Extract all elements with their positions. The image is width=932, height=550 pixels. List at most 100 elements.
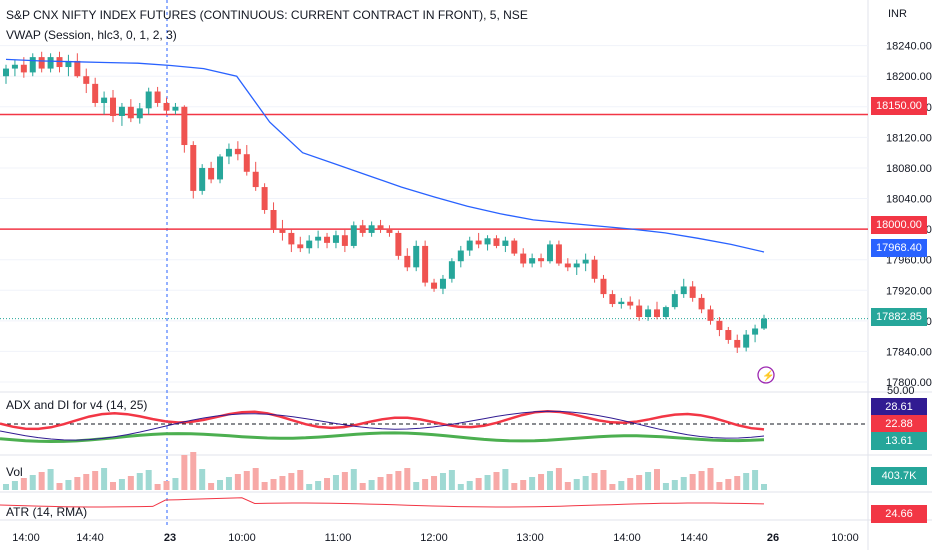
volume-bar: [431, 476, 438, 490]
volume-bar: [698, 471, 705, 490]
candle-body: [377, 225, 384, 230]
volume-legend[interactable]: Vol: [6, 465, 23, 479]
adx-legend[interactable]: ADX and DI for v4 (14, 25): [6, 398, 148, 412]
candle-body: [564, 263, 571, 268]
volume-bar: [662, 483, 669, 490]
candle-body: [163, 102, 170, 111]
candle-body: [743, 334, 750, 348]
volume-bar: [395, 471, 402, 490]
volume-bar: [350, 469, 357, 490]
adx-value-tag: 28.61: [871, 398, 927, 416]
volume-bar: [582, 476, 589, 490]
candle-body: [689, 286, 696, 298]
volume-bar: [208, 483, 215, 490]
volume-bar: [332, 475, 339, 490]
volume-bar: [154, 484, 161, 490]
hline-lower-tag[interactable]: 18000.00: [871, 216, 927, 234]
time-tick-label: 14:40: [76, 532, 104, 544]
candle-body: [636, 305, 643, 318]
candle-body: [653, 309, 660, 318]
volume-bar: [386, 474, 393, 490]
volume-bar: [341, 472, 348, 490]
candle-body: [208, 167, 215, 180]
minus-di-tag: 13.61: [871, 432, 927, 450]
candle-body: [74, 60, 81, 77]
volume-bar: [609, 484, 616, 490]
candle-body: [288, 232, 295, 245]
candle-body: [671, 294, 678, 308]
candle-body: [502, 240, 509, 246]
candle-body: [466, 240, 473, 251]
candle-body: [270, 210, 277, 230]
candle-body: [29, 57, 36, 73]
currency-label: INR: [888, 8, 907, 20]
volume-bar: [377, 477, 384, 490]
volume-bar: [511, 483, 518, 490]
volume-bar: [324, 478, 331, 490]
volume-bar: [145, 470, 152, 490]
plus-di-tag: 22.88: [871, 415, 927, 433]
candle-body: [3, 68, 9, 77]
time-tick-label: 11:00: [325, 532, 352, 544]
volume-bar: [725, 479, 732, 490]
time-tick-label: 23: [164, 532, 176, 544]
time-tick-label: 13:00: [516, 532, 544, 544]
volume-bar: [92, 471, 99, 490]
candle-body: [439, 278, 446, 289]
candle-body: [645, 309, 652, 318]
volume-bar: [538, 474, 545, 490]
candle-body: [341, 235, 348, 246]
candle-body: [448, 261, 455, 279]
volume-bar: [172, 478, 179, 490]
volume-bar: [618, 481, 625, 490]
candle-body: [680, 286, 687, 295]
atr-legend[interactable]: ATR (14, RMA): [6, 505, 88, 519]
volume-bar: [484, 475, 491, 490]
candle-body: [332, 235, 339, 243]
volume-bar: [627, 478, 634, 490]
hline-upper-tag[interactable]: 18150.00: [871, 97, 927, 115]
vwap-legend[interactable]: VWAP (Session, hlc3, 0, 1, 2, 3): [6, 28, 177, 42]
candle-body: [404, 255, 411, 268]
volume-bar: [564, 482, 571, 490]
volume-bar: [457, 484, 464, 490]
volume-bar: [591, 473, 598, 490]
candle-body: [145, 91, 152, 109]
price-tick-label: 18240.00: [886, 41, 932, 53]
candle-body: [493, 238, 500, 246]
volume-bar: [190, 452, 197, 490]
volume-bar: [163, 481, 170, 490]
volume-bar: [110, 482, 117, 490]
candle-body: [279, 229, 286, 233]
volume-bar: [234, 474, 241, 490]
price-tick-label: 18080.00: [886, 163, 932, 175]
price-tick-label: 17800.00: [886, 377, 932, 389]
volume-bar: [225, 477, 232, 490]
candle-body: [20, 64, 27, 73]
candle-body: [350, 225, 357, 246]
candle-body: [154, 91, 161, 103]
vwap-line: [5, 58, 765, 253]
volume-bar: [270, 479, 277, 490]
candle-body: [56, 57, 63, 68]
volume-bar: [261, 482, 268, 490]
volume-bar: [546, 471, 553, 490]
candle-body: [38, 57, 45, 69]
volume-bar: [600, 470, 607, 490]
volume-bar: [752, 470, 759, 490]
volume-bar: [761, 484, 767, 490]
volume-bar: [707, 468, 714, 490]
price-tick-label: 17840.00: [886, 346, 932, 358]
price-tick-label: 17960.00: [886, 255, 932, 267]
volume-bar: [315, 481, 322, 490]
candle-body: [484, 238, 491, 245]
volume-value-tag: 403.7K: [871, 467, 927, 485]
candle-body: [618, 301, 625, 305]
minus-di-line: [0, 431, 765, 444]
volume-bar: [716, 482, 723, 490]
candle-body: [475, 240, 482, 245]
volume-bar: [83, 474, 90, 490]
atr-value-tag: 24.66: [871, 505, 927, 523]
candle-body: [573, 263, 580, 268]
